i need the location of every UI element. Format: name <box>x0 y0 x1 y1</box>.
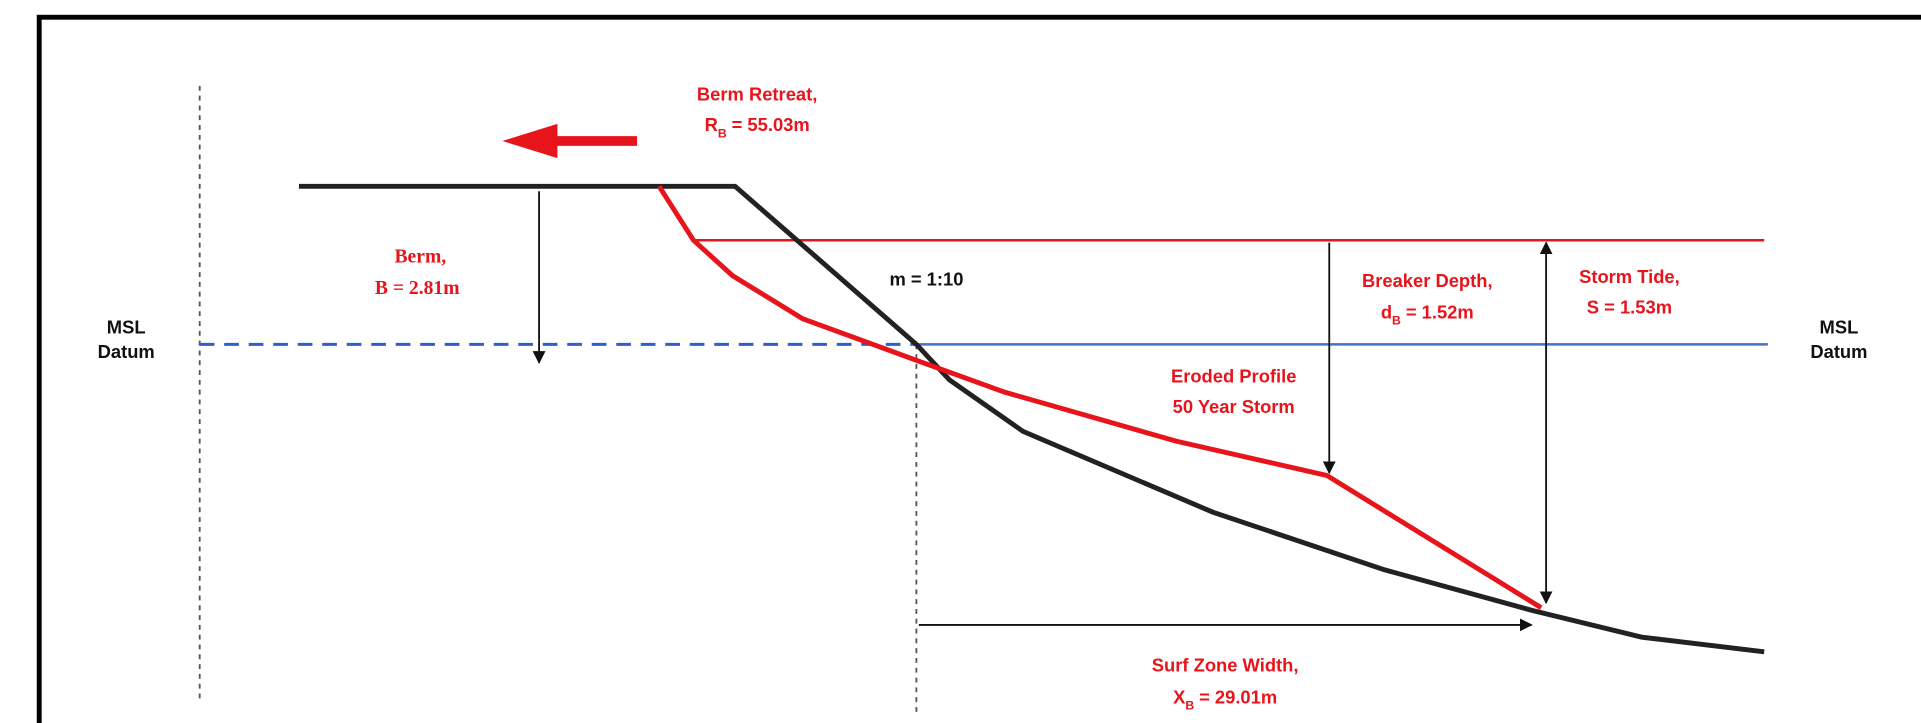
retreat-arrow <box>502 123 638 159</box>
label: Eroded Profile <box>1171 365 1296 386</box>
label: dB = 1.52m <box>1381 302 1474 328</box>
label: Datum <box>98 341 155 362</box>
frame <box>36 14 1921 723</box>
symbol: X <box>1173 686 1186 707</box>
value: = 1.52m <box>1406 302 1474 323</box>
label: MSL <box>107 316 146 337</box>
initial-profile <box>298 183 1765 655</box>
label: S = 1.53m <box>1587 297 1672 318</box>
symbol: R <box>705 114 718 135</box>
eroded-profile <box>657 184 1543 610</box>
subscript: B <box>1185 698 1194 712</box>
label: 50 Year Storm <box>1173 396 1295 417</box>
label: Berm, <box>394 246 446 267</box>
label: Breaker Depth, <box>1362 270 1493 291</box>
subscript: B <box>1392 314 1401 328</box>
subscript: B <box>718 126 727 140</box>
label: B = 2.81m <box>375 278 460 299</box>
label: Berm Retreat, <box>697 84 817 105</box>
label: MSL <box>1820 316 1859 337</box>
label: RB = 55.03m <box>705 114 810 140</box>
symbol: d <box>1381 302 1392 323</box>
label: Datum <box>1810 341 1867 362</box>
label: XB = 29.01m <box>1173 686 1277 712</box>
value: = 55.03m <box>732 114 810 135</box>
label: m = 1:10 <box>889 269 963 290</box>
label: Surf Zone Width, <box>1152 654 1299 675</box>
label: Storm Tide, <box>1579 266 1680 287</box>
value: = 29.01m <box>1199 686 1277 707</box>
